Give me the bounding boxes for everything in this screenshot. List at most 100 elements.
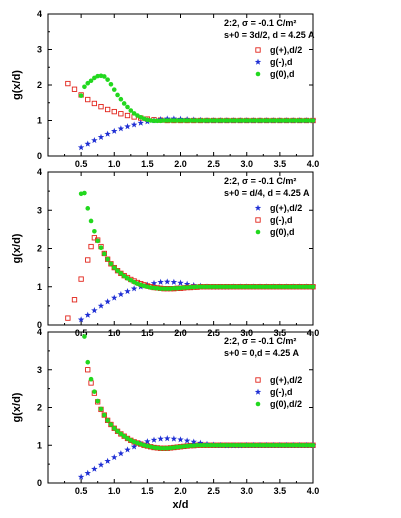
data-point [294,284,299,290]
data-point [111,87,117,92]
data-point [221,284,226,290]
data-point [111,425,117,431]
data-point [85,80,91,86]
data-point [284,118,289,123]
data-point [280,442,286,448]
data-point [191,118,197,123]
data-point [88,218,94,224]
data-point [91,307,98,314]
data-point [277,118,283,123]
legend-entry: g(+),d/2 [270,203,302,213]
data-point [214,442,220,448]
data-point [221,118,226,123]
panel-annotation: s+0 = 3d/2, d = 4.25 A [224,30,315,40]
data-point [115,268,120,273]
series-g(-),d [77,435,317,480]
data-point [102,251,107,257]
series-g(0),d [78,190,316,291]
data-point [310,118,316,123]
data-point [257,118,263,123]
data-point [78,93,84,98]
panel-annotation: s+0 = d/4, d = 4.25 A [224,188,310,198]
data-point [171,285,177,291]
legend-entry: g(-),d [270,387,293,397]
data-point [117,291,125,298]
data-point [158,286,163,291]
data-point [105,418,110,423]
data-point [204,442,210,448]
data-point [91,136,98,144]
data-point [84,469,91,476]
data-point [237,118,243,123]
data-point [310,284,316,290]
series-g(0),d [78,73,316,124]
data-point [148,118,153,123]
data-point [227,284,233,290]
data-point [280,284,286,290]
data-point [267,284,273,290]
y-tick-label: 1 [37,116,42,126]
legend-marker [255,229,261,235]
data-point [201,118,206,123]
data-point [244,118,250,123]
data-point [95,238,100,244]
y-tick-label: 0 [37,151,42,161]
data-point [227,442,233,448]
data-point [287,284,293,290]
x-tick-label: 2.0 [174,486,187,496]
data-point [310,442,316,448]
data-point [294,442,299,448]
data-point [111,265,117,270]
data-point [270,118,276,123]
data-point [190,438,197,445]
data-point [304,284,309,290]
data-point [181,285,187,290]
data-point [150,436,158,443]
data-point [208,118,213,123]
data-point [274,442,279,448]
data-point [307,442,312,448]
data-point [237,284,243,290]
data-point [157,435,164,442]
x-tick-label: 2.0 [174,159,187,169]
legend-marker [254,388,262,395]
data-point [155,118,160,124]
data-point [125,104,130,110]
data-point [261,284,266,290]
data-point [158,118,163,124]
data-point [227,118,233,123]
data-point [78,276,84,282]
x-tick-label: 4.0 [307,486,320,496]
data-point [290,118,296,123]
data-point [224,284,230,290]
x-tick-label: 1.0 [108,486,121,496]
x-tick-label: 0.5 [75,486,88,496]
y-tick-label: 0 [37,478,42,488]
data-point [118,96,124,102]
y-axis-label: g(x/d) [11,70,23,100]
y-tick-label: 2 [37,244,42,254]
panel-annotation: s+0 = 0,d = 4.25 A [224,348,299,358]
x-tick-label: 3.0 [240,486,253,496]
data-point [121,273,127,279]
panel-annotation: 2:2, σ = -0.1 C/m² [224,18,296,28]
data-point [164,278,171,285]
data-point [198,118,203,123]
x-tick-label: 2.5 [207,486,220,496]
data-point [211,118,216,123]
data-point [290,284,296,290]
data-point [214,118,220,123]
data-point [211,442,216,448]
data-point [92,228,97,234]
data-point [270,442,276,448]
data-point [188,118,193,123]
data-point [161,445,167,451]
data-point [171,118,177,123]
data-point [211,284,216,290]
data-point [117,450,125,457]
data-point [307,118,312,123]
data-point [88,243,94,250]
data-point [121,433,127,439]
